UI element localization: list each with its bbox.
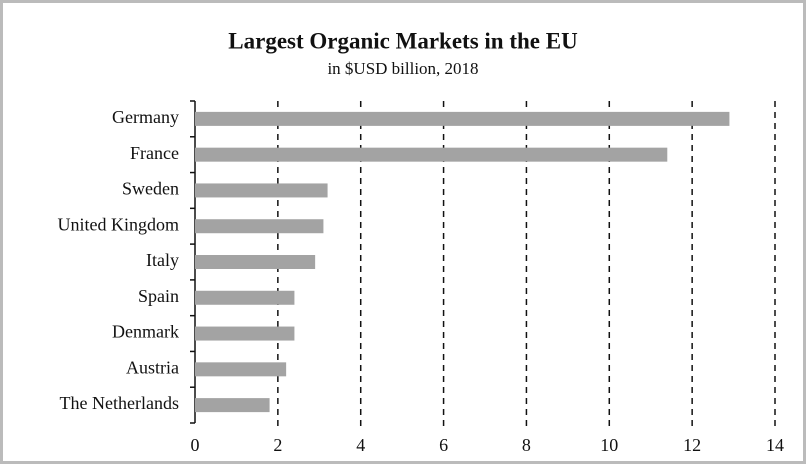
- bar: [195, 147, 668, 162]
- y-tick-label: Italy: [146, 250, 179, 270]
- x-tick-label: 8: [522, 435, 531, 455]
- y-tick-label: The Netherlands: [60, 393, 179, 413]
- y-tick-label: Austria: [126, 357, 179, 377]
- y-tick-label: France: [130, 143, 179, 163]
- bar: [195, 290, 295, 305]
- bar: [195, 398, 270, 413]
- x-tick-label: 2: [273, 435, 282, 455]
- y-tick-label: Germany: [112, 107, 179, 127]
- y-tick-label: Sweden: [122, 179, 179, 199]
- x-tick-label: 4: [356, 435, 365, 455]
- x-tick-label: 10: [600, 435, 618, 455]
- bar: [195, 183, 328, 198]
- x-tick-label: 0: [191, 435, 200, 455]
- bar: [195, 219, 324, 234]
- chart-title: Largest Organic Markets in the EU: [228, 28, 578, 53]
- x-tick-label: 12: [683, 435, 701, 455]
- bar: [195, 362, 287, 377]
- y-tick-label: Denmark: [112, 322, 179, 342]
- bar: [195, 111, 730, 126]
- chart-subtitle: in $USD billion, 2018: [327, 59, 478, 78]
- x-tick-label: 6: [439, 435, 448, 455]
- bar: [195, 326, 295, 341]
- y-tick-label: Spain: [138, 286, 179, 306]
- x-tick-label: 14: [766, 435, 784, 455]
- y-tick-label: United Kingdom: [58, 214, 180, 234]
- bar: [195, 255, 316, 269]
